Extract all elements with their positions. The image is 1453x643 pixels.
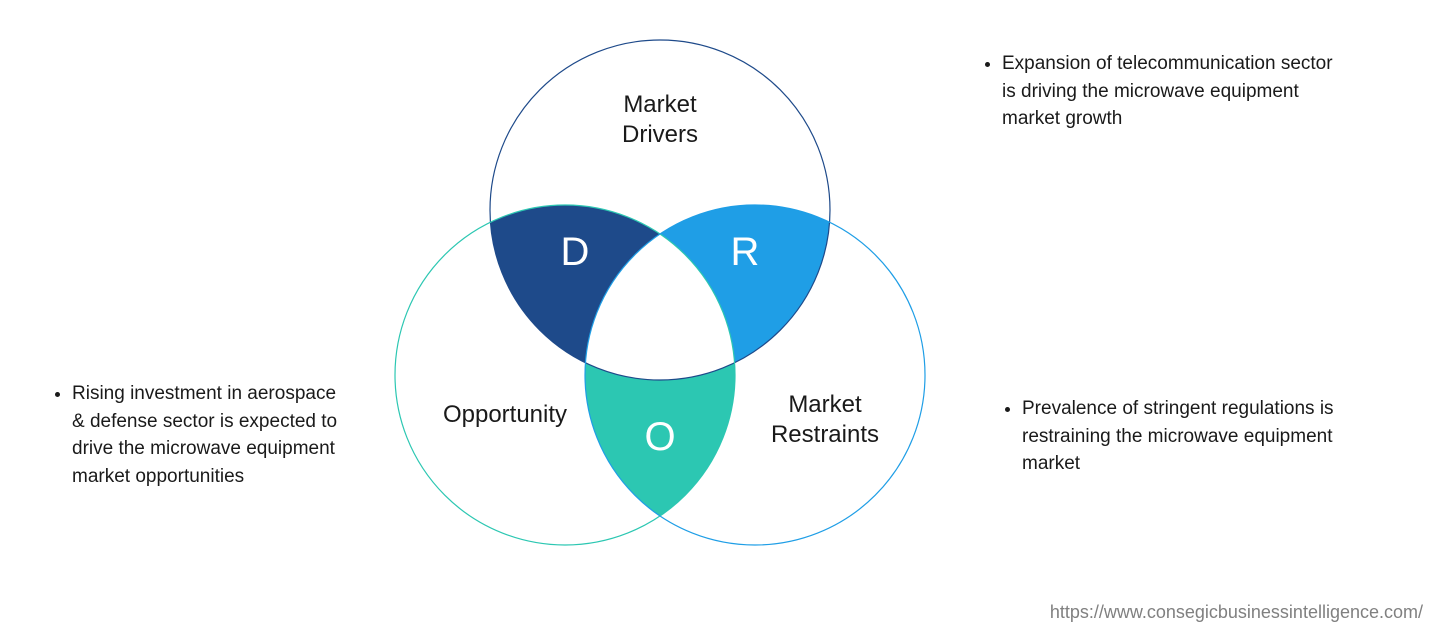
bullet-restraints-item: Prevalence of stringent regulations is r…	[1022, 395, 1370, 478]
label-drivers: Market Drivers	[610, 90, 710, 150]
bullet-restraints: Prevalence of stringent regulations is r…	[1000, 395, 1370, 484]
venn-diagram: Market Drivers Opportunity Market Restra…	[380, 20, 940, 580]
label-restraints: Market Restraints	[760, 390, 890, 450]
bullet-opportunity: Rising investment in aerospace & defense…	[50, 380, 350, 496]
bullet-drivers: Expansion of telecommunication sector is…	[980, 50, 1350, 139]
bullet-opportunity-item: Rising investment in aerospace & defense…	[72, 380, 350, 490]
label-opportunity: Opportunity	[425, 400, 585, 430]
overlap-letter-o: O	[640, 415, 680, 460]
bullet-drivers-item: Expansion of telecommunication sector is…	[1002, 50, 1350, 133]
source-url: https://www.consegicbusinessintelligence…	[1050, 602, 1423, 623]
overlap-letter-d: D	[555, 230, 595, 275]
overlap-letter-r: R	[725, 230, 765, 275]
